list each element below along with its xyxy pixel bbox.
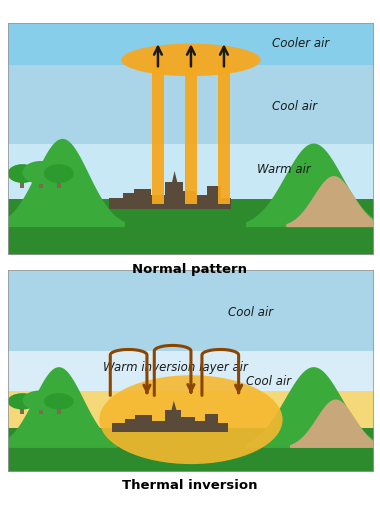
Bar <box>123 193 134 209</box>
Polygon shape <box>246 367 380 448</box>
Bar <box>165 182 182 209</box>
Bar <box>134 189 151 209</box>
Text: Cool air: Cool air <box>228 306 273 319</box>
Bar <box>221 197 231 209</box>
Bar <box>125 419 135 432</box>
Circle shape <box>22 390 59 411</box>
Bar <box>8 65 374 143</box>
Bar <box>181 417 195 432</box>
Text: Thermal inversion: Thermal inversion <box>122 479 258 492</box>
Circle shape <box>8 393 37 410</box>
Circle shape <box>44 164 74 183</box>
Bar <box>151 195 165 209</box>
Bar <box>8 23 374 65</box>
Text: Normal pattern: Normal pattern <box>133 263 247 276</box>
Ellipse shape <box>99 375 283 464</box>
Text: Warm inversion layer air: Warm inversion layer air <box>103 361 248 374</box>
Polygon shape <box>171 401 176 410</box>
Bar <box>195 421 204 432</box>
Bar <box>8 143 374 204</box>
Polygon shape <box>286 176 380 227</box>
Polygon shape <box>290 399 380 448</box>
Text: Cool air: Cool air <box>246 375 291 388</box>
Bar <box>152 60 164 204</box>
Bar <box>165 410 181 432</box>
Ellipse shape <box>121 43 261 76</box>
Text: Cooler air: Cooler air <box>272 37 329 50</box>
Bar <box>185 60 197 204</box>
Bar <box>39 178 43 188</box>
Bar <box>8 391 374 472</box>
Polygon shape <box>246 143 380 227</box>
Bar <box>8 270 374 351</box>
Bar <box>182 191 196 209</box>
Bar <box>207 186 221 209</box>
Text: Cool air: Cool air <box>272 100 317 113</box>
Bar <box>196 195 207 209</box>
Bar <box>8 351 374 395</box>
Circle shape <box>22 161 59 184</box>
Bar <box>109 197 123 209</box>
Bar <box>204 414 218 432</box>
Bar <box>57 178 61 188</box>
Bar <box>152 421 165 432</box>
Bar <box>8 428 374 472</box>
Polygon shape <box>0 367 117 448</box>
Bar <box>39 406 43 414</box>
Bar <box>57 406 61 414</box>
Bar <box>21 178 24 188</box>
Text: Warm air: Warm air <box>257 163 311 176</box>
Bar <box>135 416 152 432</box>
Bar <box>112 423 125 432</box>
Polygon shape <box>172 171 177 182</box>
Bar <box>218 60 230 204</box>
Bar <box>218 423 228 432</box>
Bar <box>21 406 24 414</box>
Circle shape <box>8 164 37 183</box>
Polygon shape <box>0 139 125 227</box>
Bar <box>8 199 374 255</box>
Circle shape <box>44 393 74 410</box>
